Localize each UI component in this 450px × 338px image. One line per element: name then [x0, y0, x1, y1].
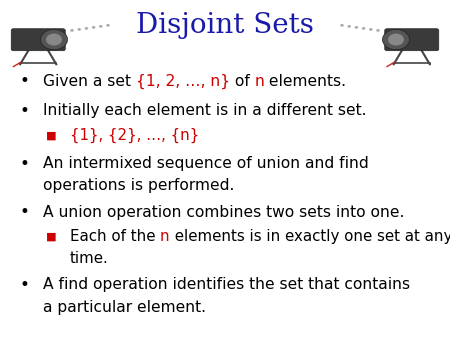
Circle shape — [77, 28, 81, 31]
Circle shape — [340, 24, 344, 27]
Circle shape — [355, 26, 358, 29]
Circle shape — [369, 28, 373, 31]
Text: a particular element.: a particular element. — [43, 300, 206, 315]
Circle shape — [99, 25, 103, 28]
Circle shape — [382, 29, 410, 50]
Text: of: of — [230, 74, 255, 89]
FancyBboxPatch shape — [385, 29, 439, 51]
Text: n: n — [160, 229, 170, 244]
Text: elements.: elements. — [265, 74, 346, 89]
Text: n: n — [255, 74, 265, 89]
Text: •: • — [20, 72, 30, 90]
Text: operations is performed.: operations is performed. — [43, 178, 234, 193]
Text: Disjoint Sets: Disjoint Sets — [136, 12, 314, 39]
Text: {1}, {2}, …, {n}: {1}, {2}, …, {n} — [70, 128, 199, 143]
Text: {1, 2, …, n}: {1, 2, …, n} — [135, 74, 230, 89]
Text: A find operation identifies the set that contains: A find operation identifies the set that… — [43, 277, 410, 292]
Text: time.: time. — [70, 251, 108, 266]
Text: •: • — [20, 102, 30, 120]
Text: •: • — [20, 203, 30, 221]
Circle shape — [347, 25, 351, 28]
Circle shape — [362, 27, 365, 30]
FancyBboxPatch shape — [11, 29, 65, 51]
Text: An intermixed sequence of union and find: An intermixed sequence of union and find — [43, 156, 369, 171]
Text: ■: ■ — [46, 232, 57, 242]
Text: elements is in exactly one set at any: elements is in exactly one set at any — [170, 229, 450, 244]
Circle shape — [70, 29, 74, 32]
Text: •: • — [20, 275, 30, 294]
Text: ■: ■ — [46, 130, 57, 140]
Text: •: • — [20, 154, 30, 173]
Circle shape — [46, 33, 62, 46]
Text: A union operation combines two sets into one.: A union operation combines two sets into… — [43, 205, 404, 220]
Circle shape — [106, 24, 110, 27]
Circle shape — [376, 29, 380, 32]
Text: Given a set: Given a set — [43, 74, 135, 89]
Text: Each of the: Each of the — [70, 229, 160, 244]
Circle shape — [388, 33, 404, 46]
Circle shape — [40, 29, 68, 50]
Circle shape — [92, 26, 95, 29]
Circle shape — [85, 27, 88, 30]
Text: Initially each element is in a different set.: Initially each element is in a different… — [43, 103, 366, 118]
